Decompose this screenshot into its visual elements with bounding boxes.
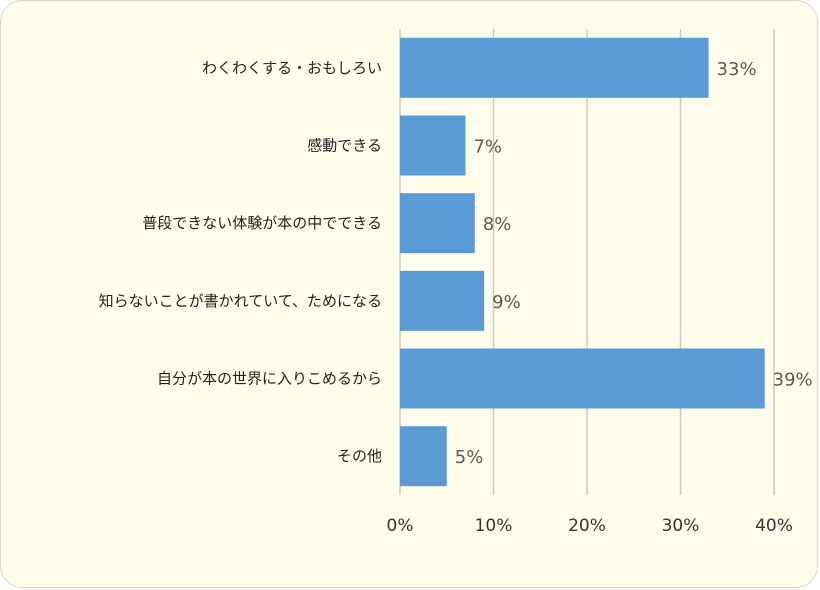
bar-4: [400, 348, 765, 409]
bar-0: [400, 37, 709, 98]
bars: [400, 37, 765, 487]
x-tick-label: 30%: [662, 516, 700, 536]
data-label: 9%: [492, 292, 521, 313]
gridlines: [399, 29, 775, 495]
data-label: 8%: [483, 214, 512, 235]
x-tick-label: 40%: [755, 516, 793, 536]
labels: 0% 10% 20% 30% 40% わくわくする・おもしろい 33% 感動できる 7% 普段でき…: [99, 59, 813, 536]
x-tick-label: 10%: [475, 516, 513, 536]
category-label: 感動できる: [307, 137, 382, 155]
x-tick-label: 0%: [387, 516, 414, 536]
bar-1: [400, 115, 466, 176]
data-label: 7%: [473, 137, 502, 158]
bar-3: [400, 270, 485, 331]
bar-5: [400, 426, 447, 487]
data-label: 39%: [773, 370, 813, 391]
category-label: 普段できない体験が本の中でできる: [142, 214, 382, 232]
category-label: 自分が本の世界に入りこめるから: [157, 370, 382, 388]
data-label: 5%: [455, 447, 484, 468]
category-label: 知らないことが書かれていて、ためになる: [99, 292, 382, 310]
x-tick-label: 20%: [568, 516, 606, 536]
category-label: その他: [337, 447, 382, 465]
category-label: わくわくする・おもしろい: [202, 59, 382, 77]
data-label: 33%: [717, 59, 757, 80]
bar-2: [400, 193, 475, 254]
